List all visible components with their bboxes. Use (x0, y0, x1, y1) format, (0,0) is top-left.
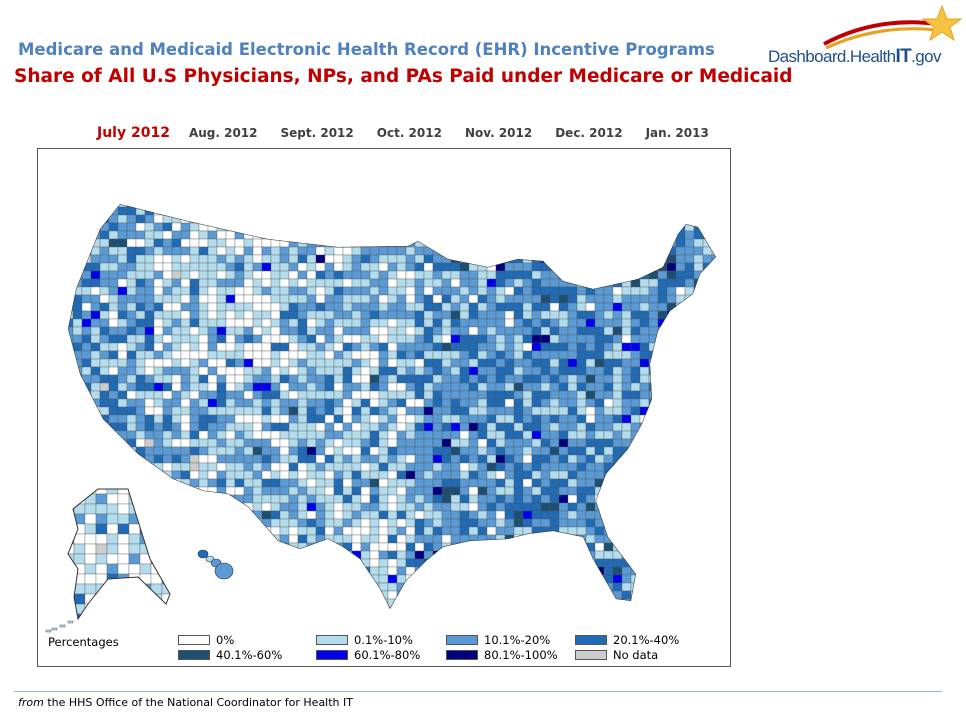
legend-swatch (446, 650, 478, 660)
tab-month-5[interactable]: Dec. 2012 (555, 126, 623, 140)
tab-month-2[interactable]: Sept. 2012 (280, 126, 354, 140)
legend-label: 20.1%-40% (613, 633, 680, 647)
legend-label: 80.1%-100% (484, 648, 558, 662)
legend-swatch (178, 650, 210, 660)
page-title: Medicare and Medicaid Electronic Health … (18, 40, 715, 59)
tab-month-4[interactable]: Nov. 2012 (464, 126, 533, 140)
legend-title: Percentages (48, 635, 119, 649)
legend-swatch (446, 635, 478, 645)
footer-divider (14, 691, 942, 692)
tab-month-6[interactable]: Jan. 2013 (645, 126, 709, 140)
legend-item: 40.1%-60% (178, 648, 282, 662)
legend-item: 0% (178, 633, 234, 647)
legend-item: No data (575, 648, 658, 662)
legend-label: 60.1%-80% (354, 648, 421, 662)
legend-item: 0.1%-10% (316, 633, 413, 647)
legend-item: 80.1%-100% (446, 648, 558, 662)
legend-swatch (575, 635, 607, 645)
county-map (37, 148, 731, 667)
dashboard-healthit-logo[interactable]: Dashboard.HealthIT.gov (766, 4, 963, 70)
map-legend: Percentages 0% 0.1%-10% 10.1%-20% 20.1%-40%… (48, 632, 708, 664)
legend-label: 0.1%-10% (354, 633, 413, 647)
legend-item: 20.1%-40% (575, 633, 679, 647)
legend-swatch (316, 635, 348, 645)
legend-swatch (178, 635, 210, 645)
logo-text: Dashboard.HealthIT.gov (768, 46, 941, 67)
source-footer: from the HHS Office of the National Coor… (18, 696, 353, 709)
month-tabs: July 2012 Aug. 2012 Sept. 2012 Oct. 2012 Nov… (97, 124, 732, 142)
legend-label: 10.1%-20% (484, 633, 551, 647)
legend-label: No data (613, 648, 659, 662)
legend-label: 0% (216, 633, 235, 647)
tab-month-1[interactable]: Aug. 2012 (188, 126, 258, 140)
page-subtitle: Share of All U.S Physicians, NPs, and PA… (14, 66, 793, 87)
legend-item: 10.1%-20% (446, 633, 550, 647)
tab-month-3[interactable]: Oct. 2012 (376, 126, 442, 140)
legend-swatch (316, 650, 348, 660)
us-county-choropleth (45, 204, 716, 633)
legend-swatch (575, 650, 607, 660)
tab-month-0[interactable]: July 2012 (97, 125, 170, 141)
legend-item: 60.1%-80% (316, 648, 420, 662)
logo-swoosh-star-icon (823, 4, 963, 50)
legend-label: 40.1%-60% (216, 648, 283, 662)
